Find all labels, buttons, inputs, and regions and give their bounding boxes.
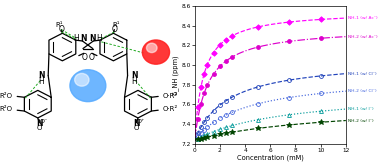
Circle shape <box>143 40 170 64</box>
Text: NH-2 (w/ Ac⁻): NH-2 (w/ Ac⁻) <box>348 35 377 39</box>
Text: N: N <box>38 71 45 80</box>
Text: N: N <box>80 34 87 43</box>
Circle shape <box>74 73 89 86</box>
Text: N: N <box>89 34 96 43</box>
Text: H: H <box>73 34 79 43</box>
Text: O: O <box>81 53 87 62</box>
Y-axis label: δ_NH (ppm): δ_NH (ppm) <box>172 55 179 95</box>
Text: O: O <box>59 25 64 34</box>
Text: R¹: R¹ <box>113 22 120 28</box>
Text: O·R²: O·R² <box>163 93 178 99</box>
Text: H: H <box>96 34 102 43</box>
Text: O⁺: O⁺ <box>136 119 145 124</box>
Text: NH-1 (w/ Ac⁻): NH-1 (w/ Ac⁻) <box>348 16 377 20</box>
Text: N: N <box>36 119 43 128</box>
Text: NH-2 (w/ Cl⁻): NH-2 (w/ Cl⁻) <box>348 89 376 93</box>
Text: R²O: R²O <box>0 106 12 112</box>
Text: H: H <box>131 77 137 87</box>
Text: N: N <box>133 119 140 128</box>
Text: O: O <box>88 53 94 62</box>
Circle shape <box>70 70 106 102</box>
Text: O: O <box>112 25 117 34</box>
Text: N: N <box>131 71 138 80</box>
Text: O: O <box>134 125 139 131</box>
X-axis label: Concentration (mM): Concentration (mM) <box>237 155 304 161</box>
Circle shape <box>147 43 157 53</box>
Text: O⁻: O⁻ <box>39 119 48 124</box>
Text: O: O <box>37 125 42 131</box>
Text: NH-1 (w/ I⁻): NH-1 (w/ I⁻) <box>348 107 373 111</box>
Text: H: H <box>39 77 45 87</box>
Text: NH-1 (w/ Cl⁻): NH-1 (w/ Cl⁻) <box>348 72 376 76</box>
Text: R¹: R¹ <box>56 22 63 28</box>
Text: NH-2 (w/ I⁻): NH-2 (w/ I⁻) <box>348 119 373 122</box>
Text: R²O: R²O <box>0 93 12 99</box>
Text: O·R²: O·R² <box>163 106 178 112</box>
